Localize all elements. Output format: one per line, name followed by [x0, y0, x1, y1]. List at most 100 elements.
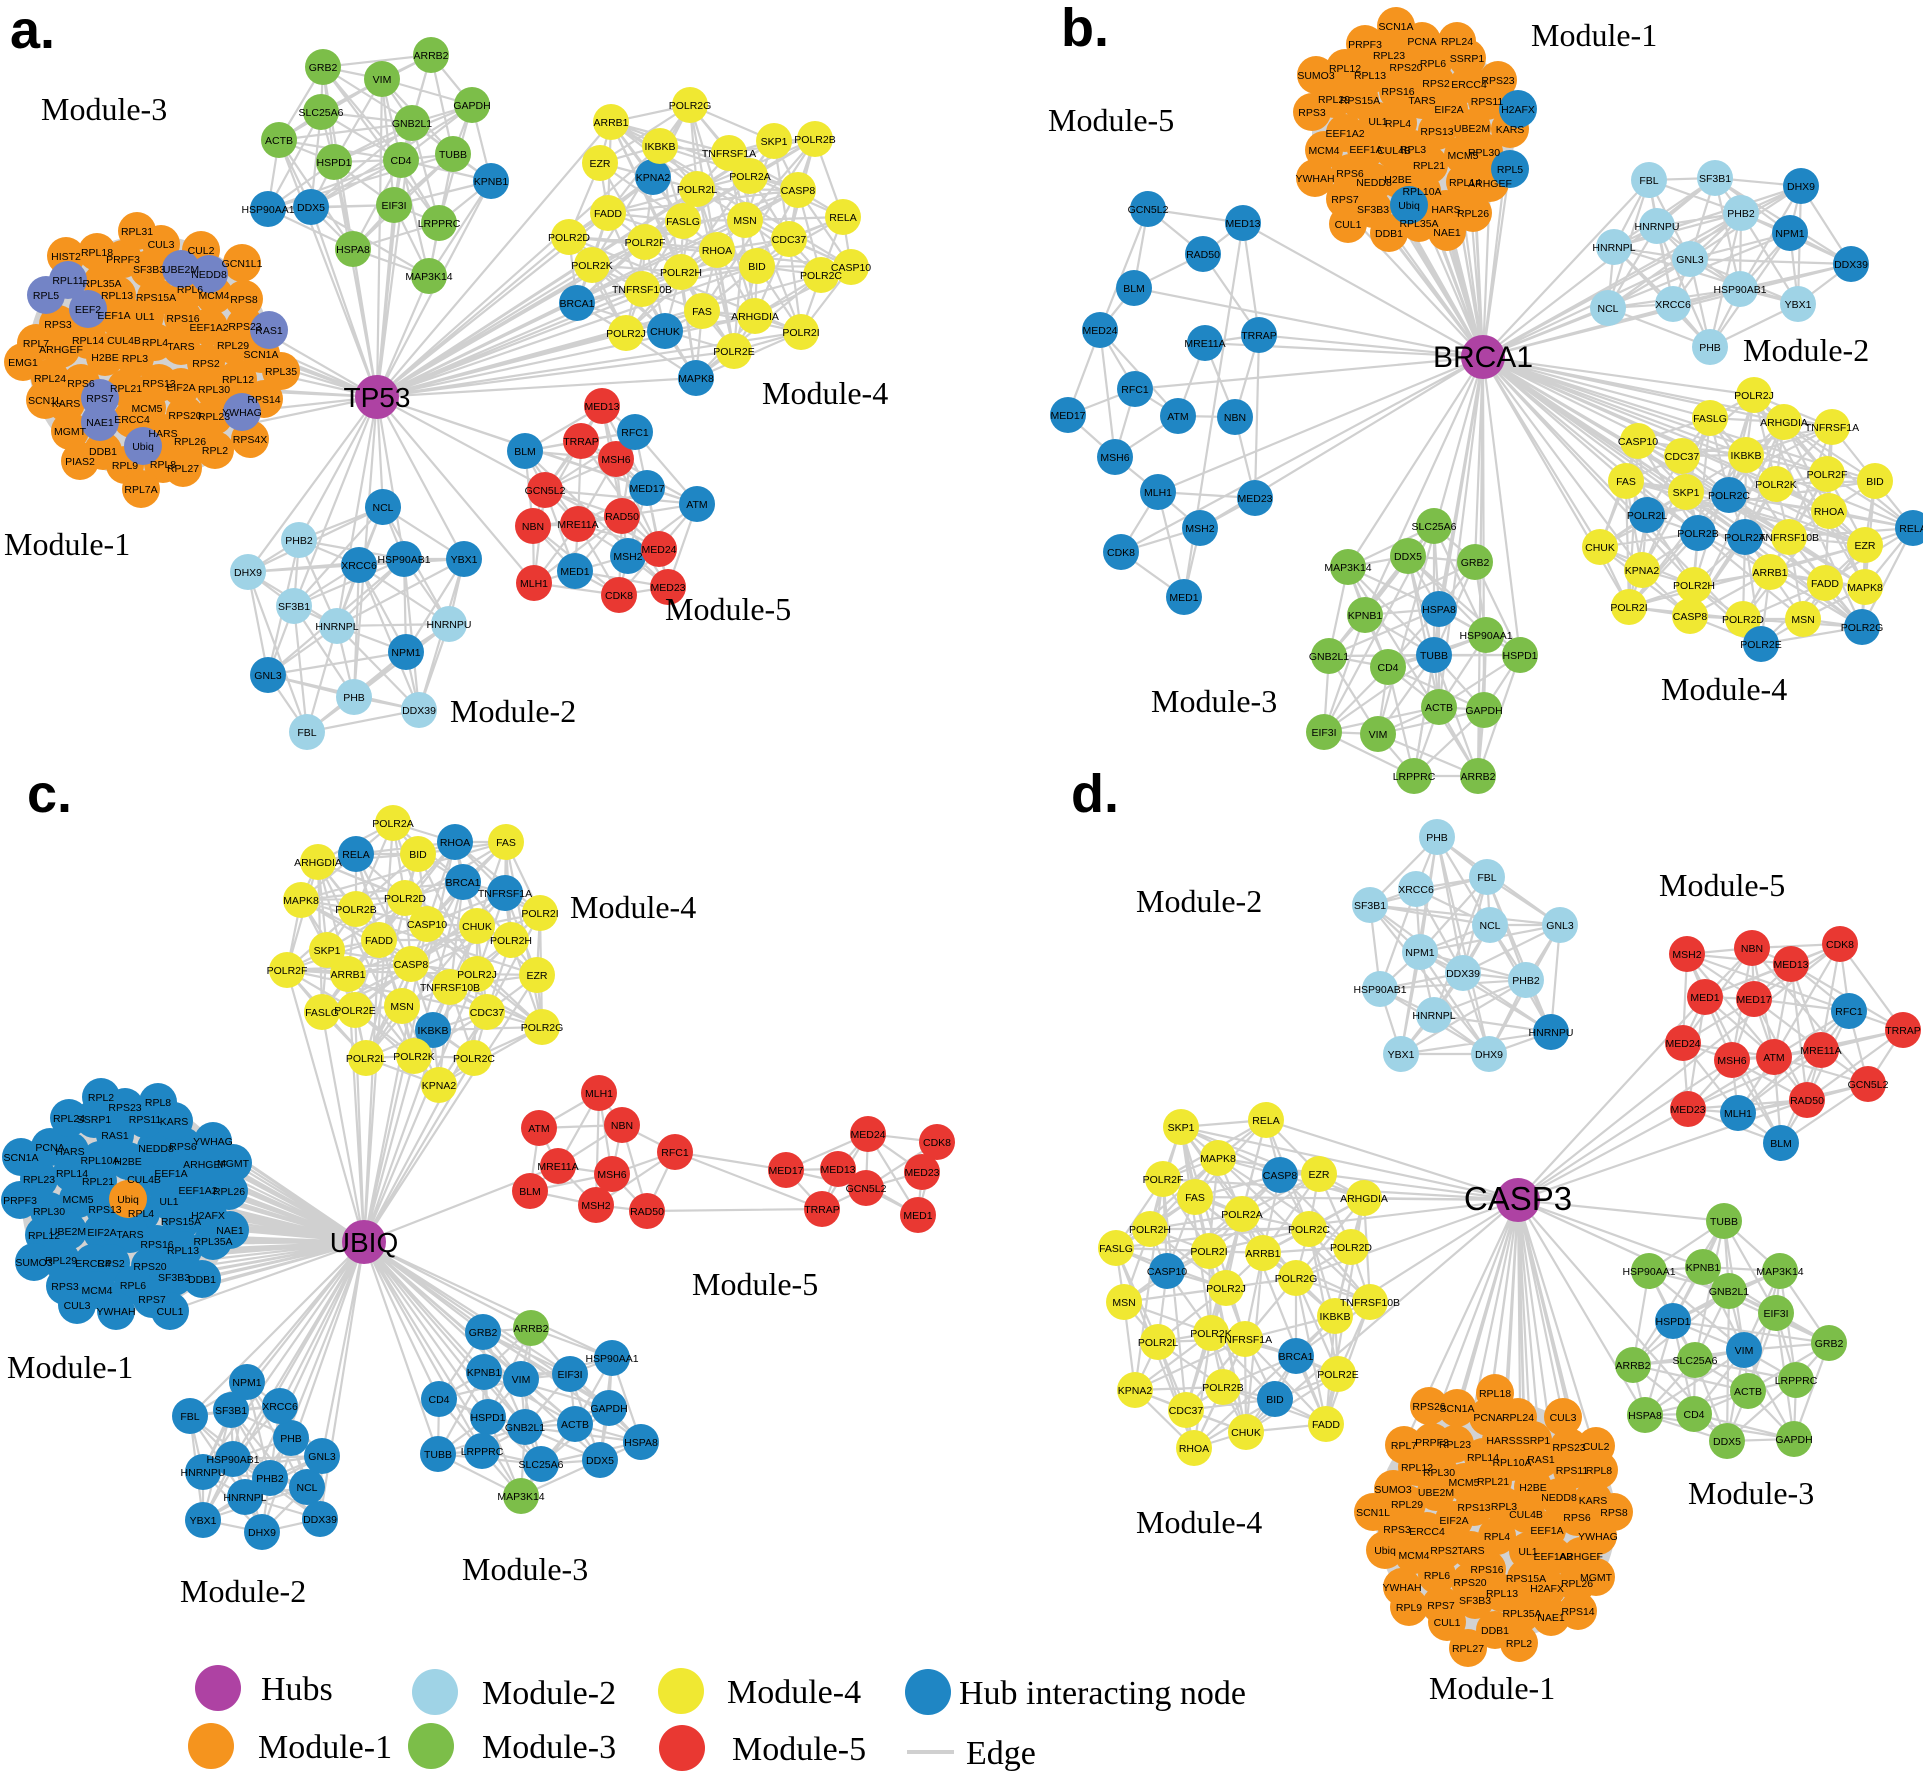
- svg-text:POLR2L: POLR2L: [1627, 510, 1667, 522]
- svg-text:HSP90AA1: HSP90AA1: [585, 1353, 638, 1365]
- svg-text:EEF1A2: EEF1A2: [1533, 1551, 1572, 1563]
- svg-text:RPS6: RPS6: [67, 378, 95, 390]
- svg-text:DHX9: DHX9: [248, 1527, 276, 1539]
- svg-text:YWHAG: YWHAG: [1578, 1531, 1618, 1543]
- svg-text:Ubiq: Ubiq: [117, 1194, 139, 1206]
- svg-text:MED24: MED24: [641, 544, 676, 556]
- svg-text:SLC25A6: SLC25A6: [1673, 1355, 1718, 1367]
- svg-text:POLR2C: POLR2C: [1708, 490, 1750, 502]
- svg-text:RPL24: RPL24: [1502, 1412, 1534, 1424]
- svg-text:GNL3: GNL3: [1676, 254, 1704, 266]
- svg-text:RAS1: RAS1: [255, 325, 283, 337]
- svg-text:RPS11: RPS11: [129, 1114, 162, 1126]
- svg-text:H2BE: H2BE: [114, 1156, 141, 1168]
- svg-text:RPL12: RPL12: [1401, 1462, 1433, 1474]
- svg-text:POLR2J: POLR2J: [1206, 1283, 1246, 1295]
- svg-text:MED17: MED17: [629, 483, 664, 495]
- svg-text:LRPPRC: LRPPRC: [1393, 771, 1436, 783]
- svg-text:POLR2I: POLR2I: [782, 327, 819, 339]
- svg-text:EEF1A: EEF1A: [97, 310, 130, 322]
- svg-text:FASLG: FASLG: [1693, 413, 1727, 425]
- svg-text:HARS: HARS: [148, 428, 177, 440]
- svg-text:ERCC4: ERCC4: [1409, 1526, 1445, 1538]
- svg-text:MED23: MED23: [904, 1167, 939, 1179]
- svg-text:GCN5L2: GCN5L2: [525, 485, 566, 497]
- svg-text:RPL5: RPL5: [1497, 164, 1523, 176]
- svg-text:MED17: MED17: [1736, 994, 1771, 1006]
- svg-text:H2AFX: H2AFX: [191, 1210, 225, 1222]
- svg-text:CASP8: CASP8: [781, 185, 816, 197]
- svg-text:RPL10A: RPL10A: [1492, 1457, 1531, 1469]
- svg-text:POLR2J: POLR2J: [606, 328, 646, 340]
- svg-text:HSP90AB1: HSP90AB1: [377, 554, 430, 566]
- svg-text:DHX9: DHX9: [234, 567, 262, 579]
- svg-text:SKP1: SKP1: [761, 136, 788, 148]
- svg-text:RPL2: RPL2: [88, 1092, 114, 1104]
- svg-text:RPL4: RPL4: [128, 1208, 154, 1220]
- svg-text:RPS16: RPS16: [1381, 86, 1414, 98]
- svg-text:RPL24: RPL24: [34, 373, 66, 385]
- svg-text:HNRNPU: HNRNPU: [1635, 221, 1680, 233]
- svg-text:MED13: MED13: [1773, 959, 1808, 971]
- svg-text:ARRB1: ARRB1: [330, 969, 365, 981]
- svg-text:NCL: NCL: [296, 1482, 317, 1494]
- svg-text:MGMT: MGMT: [1580, 1572, 1613, 1584]
- svg-text:FASLG: FASLG: [666, 216, 700, 228]
- svg-text:SLC25A6: SLC25A6: [299, 107, 344, 119]
- svg-text:MRE11A: MRE11A: [1184, 338, 1225, 350]
- svg-text:RPS6: RPS6: [169, 1141, 197, 1153]
- svg-text:NEDD8: NEDD8: [138, 1143, 174, 1155]
- svg-text:SUMO3: SUMO3: [1297, 70, 1335, 82]
- svg-text:ARRB2: ARRB2: [1615, 1360, 1650, 1372]
- svg-text:FBL: FBL: [1639, 175, 1658, 187]
- svg-text:PCNA: PCNA: [35, 1142, 64, 1154]
- svg-text:GCN5L2: GCN5L2: [846, 1183, 887, 1195]
- svg-text:POLR2H: POLR2H: [1129, 1224, 1171, 1236]
- svg-text:FAS: FAS: [1616, 476, 1636, 488]
- svg-text:MED24: MED24: [1082, 325, 1117, 337]
- svg-text:GCN1L1: GCN1L1: [222, 258, 263, 270]
- svg-text:GNB2L1: GNB2L1: [392, 118, 432, 130]
- svg-text:HNRNPL: HNRNPL: [315, 621, 358, 633]
- svg-text:MRE11A: MRE11A: [537, 1161, 578, 1173]
- svg-text:MLH1: MLH1: [1144, 487, 1172, 499]
- svg-text:PHB2: PHB2: [1727, 208, 1755, 220]
- svg-text:CDK8: CDK8: [1107, 547, 1135, 559]
- svg-text:Module-5: Module-5: [1048, 102, 1174, 138]
- svg-text:CDC37: CDC37: [1665, 451, 1700, 463]
- svg-text:RPS16: RPS16: [1470, 1564, 1503, 1576]
- svg-text:RPL10A: RPL10A: [80, 1155, 119, 1167]
- svg-text:d.: d.: [1071, 764, 1119, 824]
- svg-text:POLR2D: POLR2D: [548, 232, 590, 244]
- svg-text:IKBKB: IKBKB: [645, 141, 676, 153]
- svg-text:MRE11A: MRE11A: [1800, 1045, 1841, 1057]
- svg-text:CD4: CD4: [428, 1394, 449, 1406]
- svg-text:GAPDH: GAPDH: [453, 100, 490, 112]
- svg-text:RPS8: RPS8: [230, 294, 258, 306]
- svg-text:EIF3I: EIF3I: [1763, 1308, 1788, 1320]
- svg-text:UBE2M: UBE2M: [1418, 1487, 1454, 1499]
- svg-text:SLC25A6: SLC25A6: [519, 1459, 564, 1471]
- svg-text:CUL2: CUL2: [188, 245, 215, 257]
- svg-text:DDX5: DDX5: [586, 1455, 614, 1467]
- svg-text:GCN5L2: GCN5L2: [1128, 204, 1169, 216]
- svg-text:CDK8: CDK8: [1826, 939, 1854, 951]
- svg-text:CASP10: CASP10: [407, 919, 447, 931]
- svg-text:VIM: VIM: [512, 1374, 531, 1386]
- svg-text:RPS23: RPS23: [228, 321, 261, 333]
- svg-text:POLR2B: POLR2B: [1202, 1382, 1243, 1394]
- svg-text:TRRAP: TRRAP: [563, 436, 599, 448]
- svg-text:RPL14: RPL14: [56, 1168, 88, 1180]
- svg-text:RPL23: RPL23: [1373, 50, 1405, 62]
- svg-text:RPL26: RPL26: [1561, 1578, 1593, 1590]
- svg-text:MSN: MSN: [1112, 1297, 1135, 1309]
- svg-text:EZR: EZR: [1855, 540, 1876, 552]
- svg-text:RELA: RELA: [829, 212, 856, 224]
- svg-text:HSPA8: HSPA8: [624, 1437, 658, 1449]
- svg-text:RPL23: RPL23: [1439, 1439, 1471, 1451]
- svg-text:RPL3: RPL3: [1400, 144, 1426, 156]
- svg-text:Module-1: Module-1: [258, 1729, 392, 1766]
- svg-text:RPL29: RPL29: [217, 340, 249, 352]
- svg-text:MAP3K14: MAP3K14: [497, 1491, 544, 1503]
- svg-text:RPS23: RPS23: [108, 1102, 141, 1114]
